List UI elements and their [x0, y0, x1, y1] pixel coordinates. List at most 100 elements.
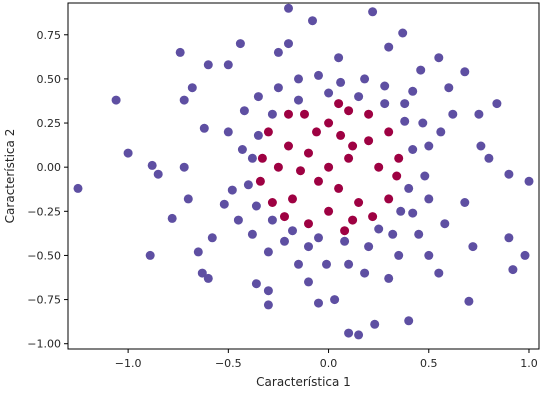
data-point [257, 153, 267, 163]
data-point [235, 39, 245, 49]
data-point [468, 242, 478, 252]
data-point [251, 201, 261, 211]
data-point [380, 99, 390, 109]
data-point [300, 109, 309, 119]
data-point [227, 185, 237, 195]
data-point [348, 141, 358, 151]
data-point [416, 65, 426, 75]
data-point [183, 194, 193, 204]
y-axis: −1.00 −0.75 −0.50 −0.25 0.00 0.25 0.50 0.75 [27, 29, 68, 351]
data-point [460, 67, 470, 77]
data-point [344, 328, 354, 338]
data-point [239, 106, 249, 116]
y-tick-label: 0.25 [37, 117, 62, 130]
data-point [504, 233, 514, 243]
data-point [263, 300, 273, 310]
data-point [197, 268, 207, 278]
data-point [147, 160, 157, 170]
x-tick-label: −0.5 [215, 357, 242, 370]
data-point [324, 162, 334, 172]
data-point [504, 169, 514, 179]
data-point [434, 53, 444, 63]
data-point [344, 153, 354, 163]
data-point [354, 92, 364, 102]
data-point [294, 74, 303, 84]
data-point [336, 77, 346, 87]
data-point [203, 60, 213, 70]
data-point [247, 153, 257, 163]
points-layer [73, 3, 534, 340]
data-point [464, 296, 474, 306]
data-point [424, 194, 434, 204]
data-point [460, 198, 470, 207]
data-point [360, 268, 370, 278]
data-point [280, 212, 289, 222]
data-point [394, 250, 404, 260]
y-tick-label: −0.75 [27, 294, 61, 307]
data-point [288, 226, 297, 236]
data-point [219, 199, 229, 209]
y-tick-label: −0.25 [27, 205, 61, 218]
data-point [520, 250, 530, 260]
data-point [314, 176, 323, 186]
y-tick-label: 0.00 [37, 161, 62, 174]
data-point [294, 95, 303, 105]
data-point [330, 295, 340, 305]
x-axis-title: Característica 1 [256, 375, 351, 389]
data-point [344, 259, 354, 269]
data-point [179, 162, 189, 172]
data-point [304, 242, 313, 252]
data-point [263, 247, 273, 257]
x-tick-label: 1.0 [520, 357, 538, 370]
data-point [284, 109, 293, 119]
data-point [273, 47, 283, 57]
y-axis-title: Característica 2 [3, 129, 17, 224]
data-point [247, 229, 257, 239]
data-point [340, 236, 350, 246]
data-point [324, 206, 334, 216]
y-tick-label: 0.75 [37, 29, 62, 42]
data-point [368, 7, 378, 17]
data-point [123, 148, 133, 158]
data-point [167, 213, 177, 223]
data-point [203, 273, 213, 283]
data-point [253, 92, 263, 102]
data-point [223, 60, 233, 70]
data-point [314, 233, 323, 243]
data-point [288, 194, 297, 204]
data-point [418, 118, 428, 128]
data-point [284, 39, 293, 49]
x-tick-label: 0.5 [420, 357, 438, 370]
data-point [284, 3, 293, 13]
data-point [408, 86, 418, 96]
data-point [273, 83, 283, 93]
data-point [273, 162, 283, 172]
data-point [263, 127, 273, 137]
data-point [237, 145, 247, 154]
data-point [314, 70, 323, 80]
data-point [394, 153, 404, 163]
data-point [243, 180, 253, 190]
data-point [360, 74, 370, 84]
data-point [434, 268, 444, 278]
y-tick-label: 0.50 [37, 73, 62, 86]
data-point [436, 127, 446, 137]
data-point [370, 319, 380, 329]
data-point [324, 118, 334, 128]
plot-frame [67, 2, 540, 350]
data-point [175, 47, 185, 57]
data-point [344, 106, 354, 116]
data-point [253, 130, 263, 140]
data-point [400, 99, 410, 109]
data-point [336, 130, 346, 140]
data-point [404, 316, 414, 326]
data-point [145, 250, 155, 260]
data-point [312, 127, 321, 137]
data-point [322, 259, 331, 269]
data-point [267, 215, 277, 225]
data-point [368, 212, 378, 222]
data-point [294, 259, 303, 269]
data-point [384, 42, 394, 52]
data-point [374, 224, 384, 234]
data-point [334, 53, 344, 63]
